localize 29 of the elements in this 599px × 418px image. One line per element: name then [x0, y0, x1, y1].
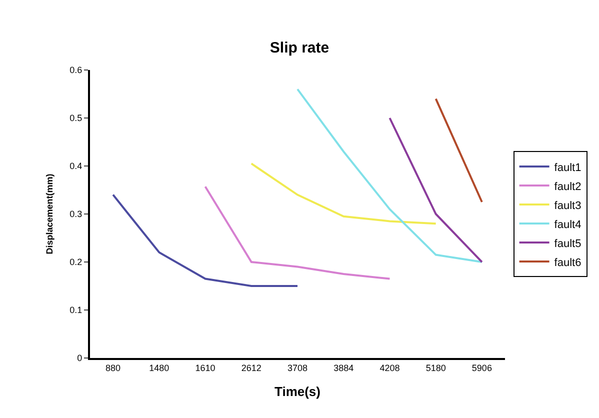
y-tick-label: 0.6 — [70, 65, 82, 76]
x-tick-label: 880 — [106, 362, 121, 373]
y-axis-title: Displacement(mm) — [44, 174, 55, 254]
y-tick-label: 0.3 — [70, 209, 82, 220]
x-tick-label: 1610 — [195, 362, 216, 373]
y-tick-label: 0 — [77, 353, 82, 364]
y-tick-label: 0.2 — [70, 257, 82, 268]
line-series — [296, 88, 483, 263]
x-axis-title: Time(s) — [274, 384, 320, 399]
y-tick-label: 0.4 — [70, 161, 82, 172]
x-tick-label: 5906 — [472, 362, 492, 373]
legend-label: fault5 — [554, 238, 582, 250]
line-series — [250, 162, 437, 225]
chart-title: Slip rate — [270, 39, 330, 56]
legend-label: fault4 — [554, 218, 582, 231]
line-series — [204, 186, 391, 280]
y-tick-label: 0.1 — [70, 305, 82, 316]
x-tick-label: 2612 — [241, 362, 262, 373]
x-tick-label: 3708 — [287, 362, 308, 373]
x-tick-label: 1480 — [149, 362, 170, 373]
y-tick-label: 0.5 — [70, 113, 82, 124]
x-tick-label: 4208 — [380, 362, 400, 373]
x-tick-label: 5180 — [426, 362, 446, 373]
line-series — [112, 194, 298, 287]
legend-label: fault6 — [554, 256, 582, 269]
legend-label: fault3 — [554, 200, 582, 212]
x-tick-label: 3884 — [334, 362, 354, 373]
legend-label: fault1 — [554, 162, 582, 174]
legend-label: fault2 — [554, 180, 582, 193]
